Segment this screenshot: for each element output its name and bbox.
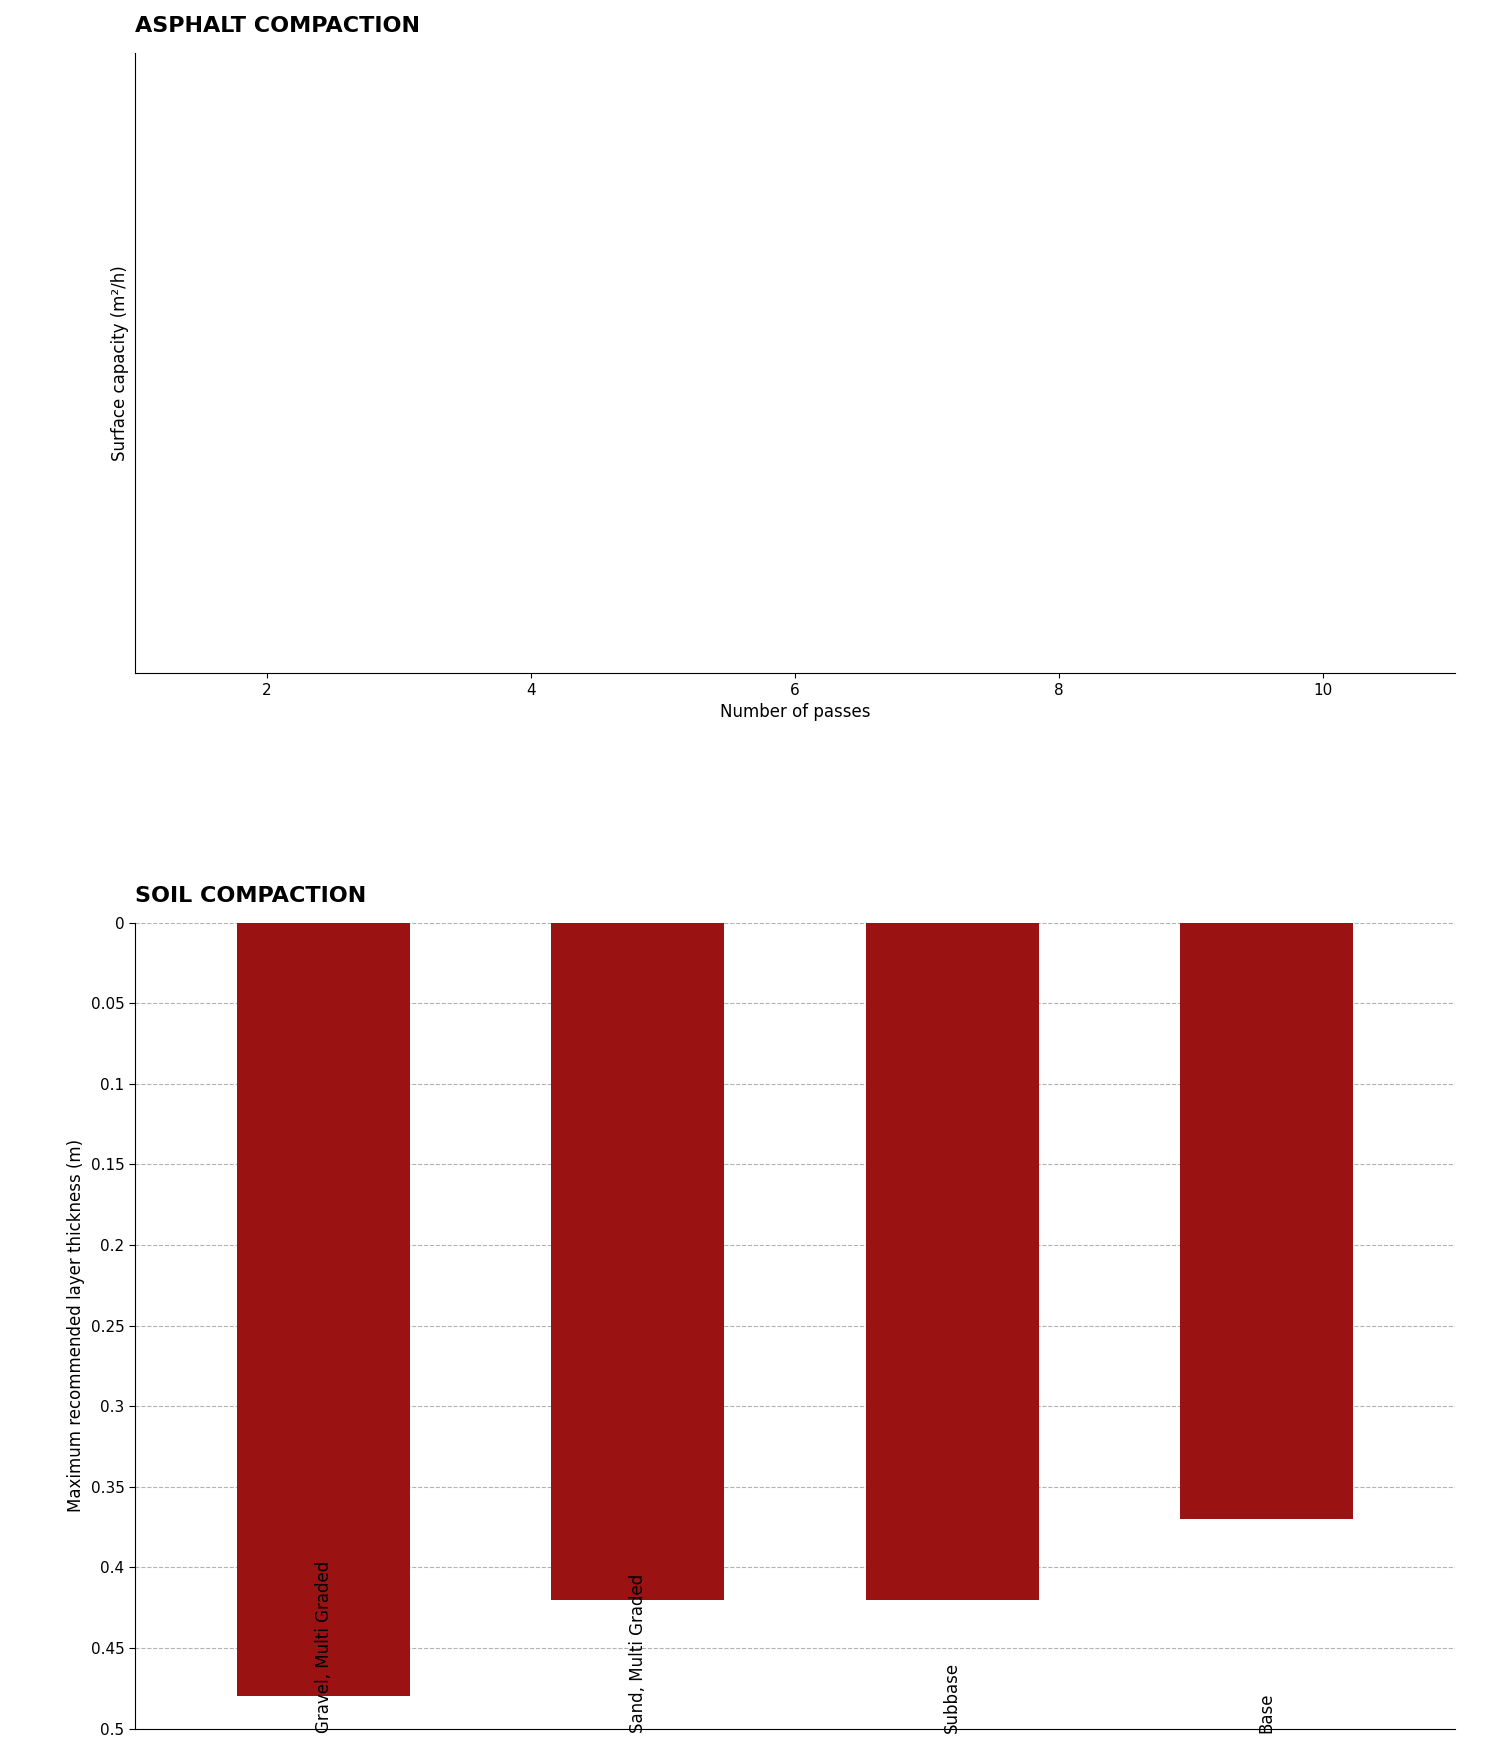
- Text: ASPHALT COMPACTION: ASPHALT COMPACTION: [135, 16, 420, 35]
- Bar: [552, 923, 724, 1600]
- Text: Sand, Multi Graded: Sand, Multi Graded: [628, 1573, 646, 1732]
- X-axis label: Number of passes: Number of passes: [720, 704, 870, 721]
- Text: Gravel, Multi Graded: Gravel, Multi Graded: [315, 1561, 333, 1732]
- Y-axis label: Maximum recommended layer thickness (m): Maximum recommended layer thickness (m): [68, 1140, 86, 1512]
- Text: SOIL COMPACTION: SOIL COMPACTION: [135, 886, 366, 905]
- Bar: [865, 923, 1038, 1600]
- Y-axis label: Surface capacity (m²/h): Surface capacity (m²/h): [111, 265, 129, 460]
- Text: Base: Base: [1257, 1692, 1275, 1732]
- Bar: [1180, 923, 1353, 1519]
- Bar: [237, 923, 410, 1697]
- Text: Subbase: Subbase: [944, 1662, 962, 1732]
